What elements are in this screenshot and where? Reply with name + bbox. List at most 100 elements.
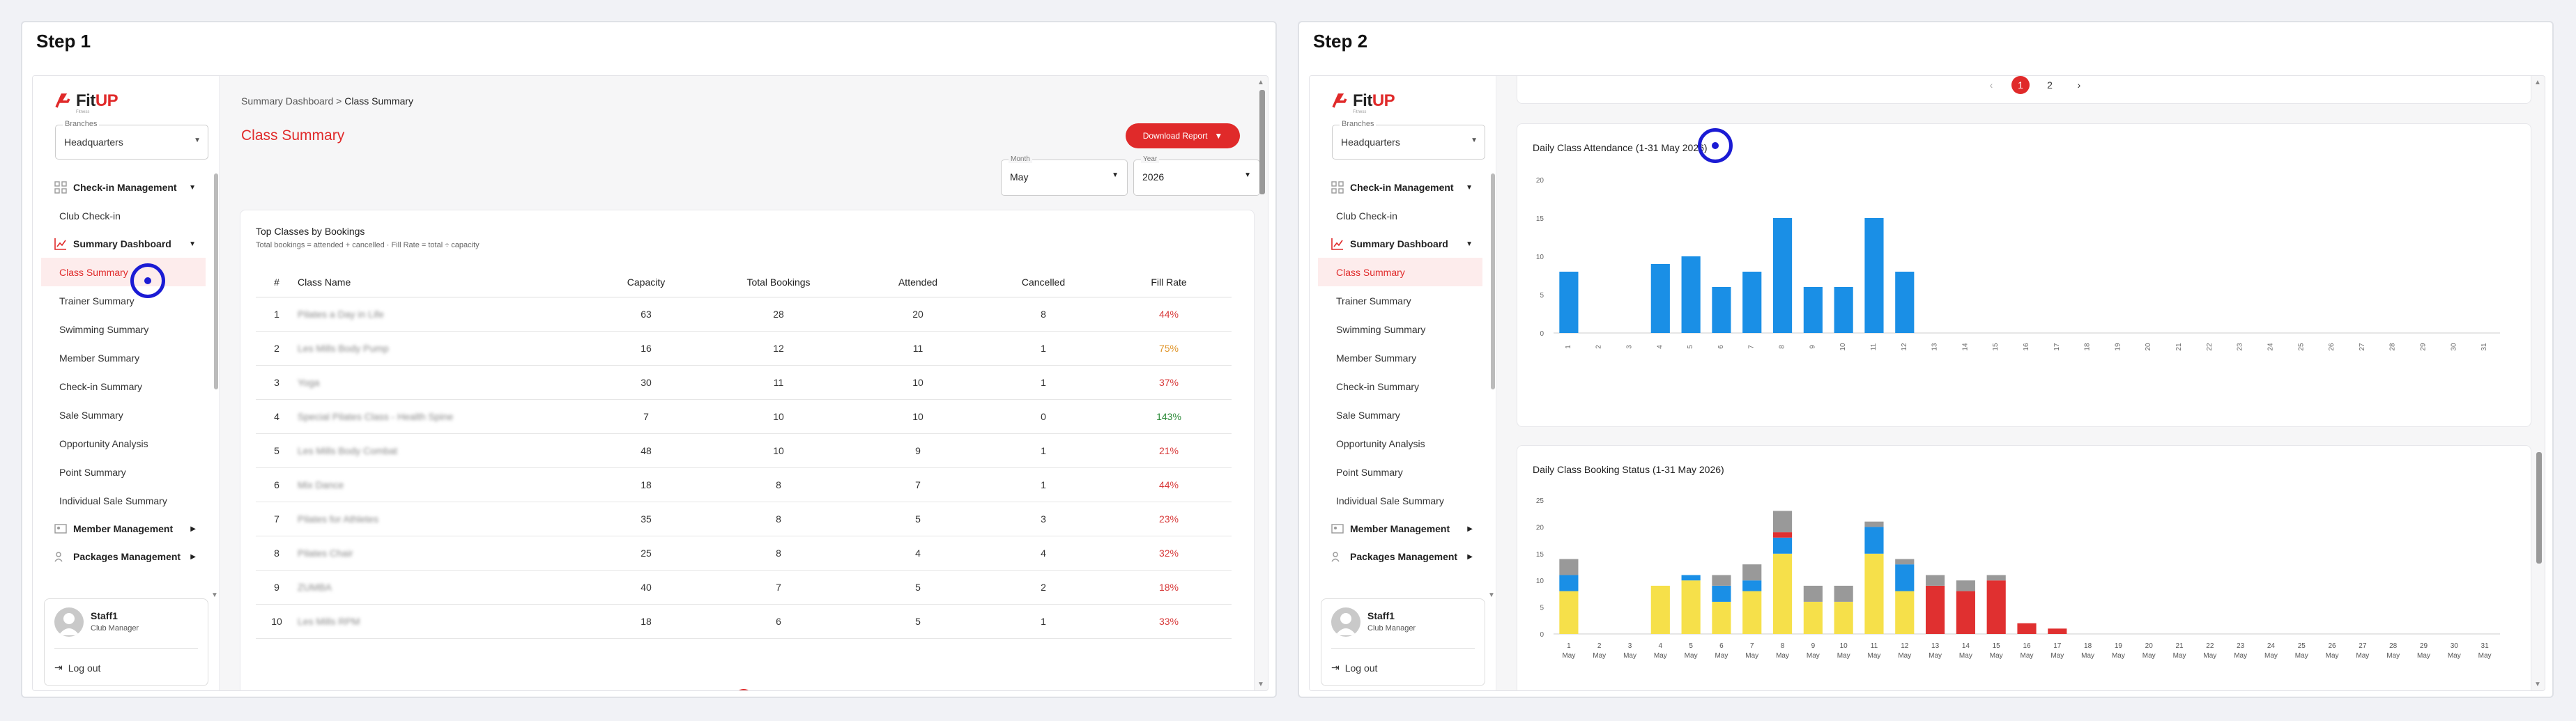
x-tick-label: 7 [1750,642,1754,650]
cell-cap: 25 [641,547,652,559]
x-tick-label: 31 [2481,343,2488,351]
table-row: 6 Mix Dance 18 8 7 1 44% [256,467,1232,502]
nav-group-packages[interactable]: Packages Management ▶ [41,543,206,571]
chart-icon [1331,237,1344,251]
page-button[interactable]: 2 [2047,79,2053,91]
nav-group-checkin[interactable]: Check-in Management ▼ [41,173,206,201]
sidebar-item-point-summary[interactable]: Point Summary [59,466,126,478]
x-tick-label: 17 [2053,343,2061,351]
sidebar-item-opportunity-analysis[interactable]: Opportunity Analysis [1336,437,1425,449]
logout-button[interactable]: ⇥ Log out [1331,662,1377,674]
booking-status-chart-card: Daily Class Booking Status (1-31 May 202… [1517,445,2531,690]
page-button[interactable]: 2 [764,689,782,690]
sidebar-item-class-summary[interactable]: Class Summary [1318,258,1482,286]
nav-group-member[interactable]: Member Management ▶ [41,515,206,543]
nav-group-member[interactable]: Member Management ▶ [1318,515,1482,543]
sidebar-item-sale-summary[interactable]: Sale Summary [59,409,123,421]
y-tick-label: 25 [1536,497,1544,505]
logout-label: Log out [1344,662,1378,674]
sidebar-item-point-summary[interactable]: Point Summary [1336,466,1403,478]
bar [1742,272,1762,333]
cell-name: Pilates a Day in Life [298,308,384,320]
sidebar-item-sale-summary[interactable]: Sale Summary [1336,409,1400,421]
prev-page-button[interactable]: ‹ [1989,79,1993,91]
x-tick-sublabel: May [1837,652,1850,660]
scroll-down-icon[interactable]: ▼ [2534,681,2541,688]
sidebar-item-club-checkin[interactable]: Club Check-in [59,210,121,222]
bar-segment [1772,537,1793,554]
bar-segment [1926,575,1945,586]
caret-right-icon: ▶ [190,552,196,561]
prev-page-button[interactable]: ‹ [705,689,723,690]
chevron-down-icon: ▼ [1214,131,1223,141]
sidebar-item-checkin-summary[interactable]: Check-in Summary [1336,380,1420,392]
card-subtitle: Total bookings = attended + cancelled · … [256,241,480,249]
breadcrumb-separator: > [336,95,342,107]
bar [1864,218,1884,333]
bar [1559,272,1579,333]
table-row: 10 Les Mills RPM 18 6 5 1 33% [256,604,1232,639]
sidebar-item-swimming-summary[interactable]: Swimming Summary [1336,323,1426,335]
sidebar-item-individual-sale-summary[interactable]: Individual Sale Summary [59,495,167,506]
scroll-up-icon[interactable]: ▲ [1257,79,1264,86]
next-page-button[interactable]: › [793,689,811,690]
sidebar-item-individual-sale-summary[interactable]: Individual Sale Summary [1336,495,1444,506]
y-tick-label: 5 [1540,292,1544,300]
logout-button[interactable]: ⇥ Log out [54,662,100,674]
cell-can: 8 [1041,308,1046,320]
sidebar-item-club-checkin[interactable]: Club Check-in [1336,210,1397,222]
nav-group-summary[interactable]: Summary Dashboard ▼ [1318,230,1482,258]
month-select[interactable]: Month May ▼ [1001,155,1128,196]
cell-name: Special Pilates Class - Health Spine [298,410,454,422]
sidebar-item-member-summary[interactable]: Member Summary [1336,352,1417,364]
cell-fill: 21% [1158,444,1179,456]
main-scrollbar[interactable] [2536,452,2542,564]
x-tick-label: 25 [2297,343,2305,351]
caret-down-icon: ▼ [1466,183,1473,192]
scroll-up-icon[interactable]: ▲ [2534,79,2541,86]
nav-group-packages[interactable]: Packages Management ▶ [1318,543,1482,571]
main-content: ‹ 1 2 › Daily Class Attendance (1-31 May… [1497,76,2545,690]
x-tick-sublabel: May [2478,652,2492,660]
main-scrollbar[interactable] [1259,90,1265,194]
sidebar-item-member-summary[interactable]: Member Summary [59,352,140,364]
bar-segment [1650,585,1670,634]
grid-icon [54,180,68,194]
sidebar-item-checkin-summary[interactable]: Check-in Summary [59,380,143,392]
col-header: Cancelled [981,268,1106,297]
caret-down-icon: ▼ [1466,240,1473,248]
y-tick-label: 20 [1536,177,1544,185]
cell-att: 9 [915,444,921,456]
download-report-button[interactable]: Download Report ▼ [1126,123,1240,148]
cell-cap: 16 [641,342,652,354]
scroll-down-icon[interactable]: ▼ [211,591,218,599]
download-label: Download Report [1142,131,1208,141]
year-select[interactable]: Year 2026 ▼ [1133,155,1260,196]
sidebar-scrollbar[interactable] [1491,173,1495,389]
sidebar-scrollbar[interactable] [214,173,218,389]
logo-icon [1332,93,1347,108]
bar-segment [1834,585,1853,602]
branch-select[interactable]: Branches Headquarters ▼ [55,120,208,160]
page-button[interactable]: 1 [2011,76,2030,94]
user-role: Club Manager [91,624,139,633]
sidebar-item-class-summary[interactable]: Class Summary [41,258,206,286]
x-tick-label: 14 [1962,642,1970,650]
col-header: Class Name [298,268,590,297]
scroll-down-icon[interactable]: ▼ [1488,591,1495,599]
bar-segment [1895,591,1915,634]
breadcrumb-parent[interactable]: Summary Dashboard [241,95,334,107]
nav-group-summary[interactable]: Summary Dashboard ▼ [41,230,206,258]
branch-select[interactable]: Branches Headquarters ▼ [1332,120,1485,160]
x-tick-label: 1 [1565,345,1572,349]
sidebar-item-swimming-summary[interactable]: Swimming Summary [59,323,149,335]
sidebar-item-trainer-summary[interactable]: Trainer Summary [59,295,135,307]
nav-group-checkin[interactable]: Check-in Management ▼ [1318,173,1482,201]
sidebar-item-trainer-summary[interactable]: Trainer Summary [1336,295,1411,307]
page-button[interactable]: 1 [735,689,753,690]
id-card-icon [1331,522,1344,536]
scroll-down-icon[interactable]: ▼ [1257,681,1264,688]
bar-segment [1926,585,1945,634]
sidebar-item-opportunity-analysis[interactable]: Opportunity Analysis [59,437,148,449]
next-page-button[interactable]: › [2077,79,2081,91]
